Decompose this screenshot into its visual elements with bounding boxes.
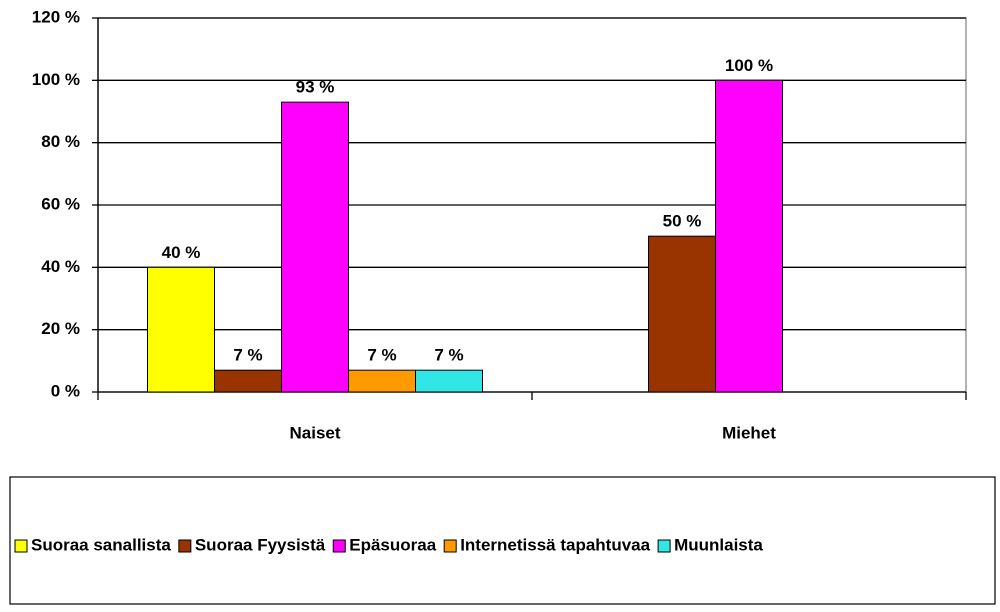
legend-box: [9, 476, 996, 605]
bar: [648, 235, 716, 393]
bar: [415, 369, 483, 393]
bar: [715, 79, 783, 393]
data-label: 40 %: [162, 243, 201, 262]
data-label: 100 %: [725, 56, 773, 75]
x-tick-label: Naiset: [289, 423, 340, 442]
data-label: 93 %: [296, 78, 335, 97]
legend-swatch: [332, 539, 346, 553]
data-label: 50 %: [663, 212, 702, 231]
y-tick-label: 100 %: [32, 70, 80, 89]
y-tick-label: 40 %: [41, 257, 80, 276]
bar: [348, 369, 416, 393]
legend-swatch: [178, 539, 192, 553]
legend-label: Epäsuoraa: [349, 535, 436, 554]
legend-swatch: [443, 539, 457, 553]
y-tick-label: 80 %: [41, 132, 80, 151]
legend-label: Suoraa sanallista: [31, 535, 171, 554]
x-tick-label: Miehet: [722, 423, 776, 442]
legend-label: Suoraa Fyysistä: [195, 535, 326, 554]
legend-swatch: [657, 539, 671, 553]
y-tick-label: 60 %: [41, 194, 80, 213]
data-label: 7 %: [434, 346, 463, 365]
bar: [214, 369, 282, 393]
legend-label: Internetissä tapahtuvaa: [460, 535, 650, 554]
y-tick-label: 120 %: [32, 7, 80, 26]
legend-label: Muunlaista: [674, 535, 763, 554]
legend-swatch: [14, 539, 28, 553]
bar: [281, 101, 349, 393]
data-label: 7 %: [367, 346, 396, 365]
y-tick-label: 0 %: [51, 381, 80, 400]
y-tick-label: 20 %: [41, 319, 80, 338]
bar: [147, 266, 215, 393]
data-label: 7 %: [233, 346, 262, 365]
